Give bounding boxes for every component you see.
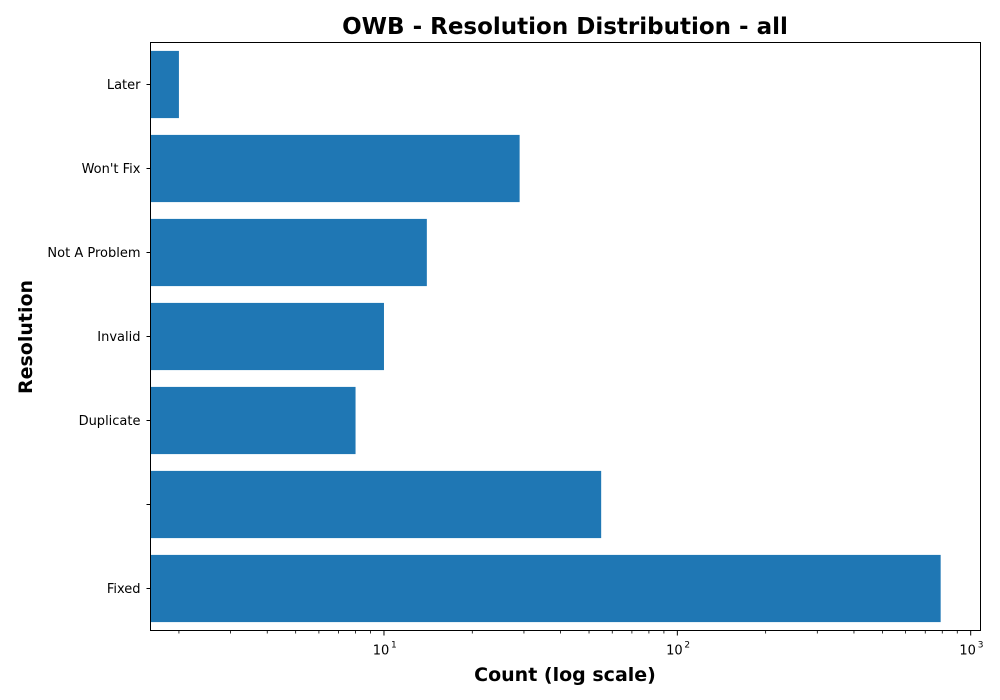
- x-tick-exponent: 3: [978, 641, 984, 651]
- y-axis-label: Resolution: [15, 280, 37, 394]
- y-tick-label: Duplicate: [79, 414, 141, 429]
- x-tick-label: 10: [666, 644, 683, 659]
- y-axis-ticks: Fixed Duplicate Invalid Not A Problem Won't …: [47, 78, 151, 597]
- x-tick-label: 10: [373, 644, 390, 659]
- x-tick-exponent: 1: [391, 641, 397, 651]
- bars-group: [150, 50, 941, 623]
- plot-frame: [150, 42, 981, 631]
- x-tick-label: 10: [959, 644, 976, 659]
- bar: [150, 554, 941, 623]
- y-tick-label: Later: [107, 78, 141, 93]
- x-tick-exponent: 2: [684, 641, 690, 651]
- bar: [150, 302, 384, 371]
- x-axis-label: Count (log scale): [474, 664, 656, 686]
- x-axis-ticks: 10 1 10 2 10 3: [178, 630, 984, 659]
- y-tick-label: Won't Fix: [82, 162, 141, 177]
- y-tick-label: Not A Problem: [47, 246, 140, 261]
- y-tick-label: Invalid: [97, 330, 140, 345]
- bar: [150, 470, 602, 539]
- bar: [150, 50, 179, 119]
- bar: [150, 134, 520, 203]
- chart-title: OWB - Resolution Distribution - all: [342, 14, 788, 40]
- bar: [150, 386, 356, 455]
- y-tick-label: Fixed: [107, 582, 141, 597]
- bar: [150, 218, 427, 287]
